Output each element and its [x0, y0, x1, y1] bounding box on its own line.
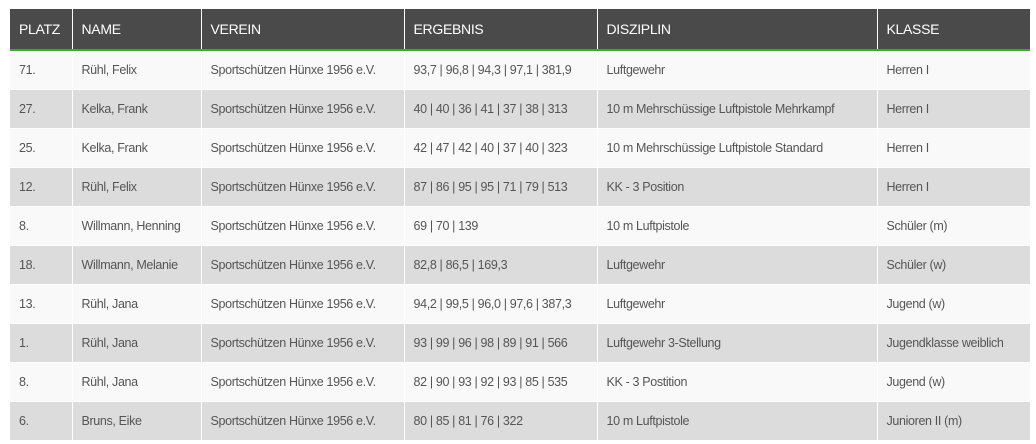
platz-cell: 12. — [10, 167, 73, 207]
name-cell: Kelka, Frank — [72, 89, 202, 129]
disziplin-cell: 10 m Luftpistole — [597, 401, 878, 440]
ergebnis-cell: 94,2 | 99,5 | 96,0 | 97,6 | 387,3 — [404, 284, 598, 324]
verein-cell: Sportschützen Hünxe 1956 e.V. — [201, 362, 405, 402]
platz-cell: 8. — [10, 206, 73, 246]
ergebnis-cell: 80 | 85 | 81 | 76 | 322 — [404, 401, 598, 440]
table-row: 8. Rühl, Jana Sportschützen Hünxe 1956 e.V… — [10, 362, 1030, 402]
ergebnis-cell: 42 | 47 | 42 | 40 | 37 | 40 | 323 — [404, 128, 598, 168]
klasse-cell: Herren I — [877, 128, 1030, 168]
klasse-cell: Jugendklasse weiblich — [877, 323, 1030, 363]
ergebnis-cell: 87 | 86 | 95 | 95 | 71 | 79 | 513 — [404, 167, 598, 207]
verein-cell: Sportschützen Hünxe 1956 e.V. — [201, 206, 405, 246]
name-cell: Rühl, Jana — [72, 362, 202, 402]
ergebnis-cell: 82 | 90 | 93 | 92 | 93 | 85 | 535 — [404, 362, 598, 402]
disziplin-cell: Luftgewehr — [597, 245, 878, 285]
platz-cell: 8. — [10, 362, 73, 402]
verein-cell: Sportschützen Hünxe 1956 e.V. — [201, 401, 405, 440]
results-body: 71. Rühl, Felix Sportschützen Hünxe 1956 e… — [10, 49, 1030, 440]
platz-cell: 71. — [10, 49, 73, 90]
header-verein[interactable]: VEREIN — [201, 9, 405, 51]
header-row: PLATZ NAME VEREIN ERGEBNIS DISZIPLIN KLA… — [10, 9, 1030, 51]
table-row: 12. Rühl, Felix Sportschützen Hünxe 1956 e… — [10, 167, 1030, 207]
table-row: 6. Bruns, Eike Sportschützen Hünxe 1956 e.… — [10, 401, 1030, 440]
verein-cell: Sportschützen Hünxe 1956 e.V. — [201, 284, 405, 324]
table-row: 25. Kelka, Frank Sportschützen Hünxe 1956 … — [10, 128, 1030, 168]
verein-cell: Sportschützen Hünxe 1956 e.V. — [201, 167, 405, 207]
klasse-cell: Schüler (m) — [877, 206, 1030, 246]
klasse-cell: Jugend (w) — [877, 362, 1030, 402]
platz-cell: 25. — [10, 128, 73, 168]
klasse-cell: Schüler (w) — [877, 245, 1030, 285]
header-disziplin[interactable]: DISZIPLIN — [597, 9, 878, 51]
platz-cell: 13. — [10, 284, 73, 324]
platz-cell: 1. — [10, 323, 73, 363]
verein-cell: Sportschützen Hünxe 1956 e.V. — [201, 323, 405, 363]
disziplin-cell: 10 m Mehrschüssige Luftpistole Mehrkampf — [597, 89, 878, 129]
table-row: 13. Rühl, Jana Sportschützen Hünxe 1956 e.… — [10, 284, 1030, 324]
table-row: 27. Kelka, Frank Sportschützen Hünxe 1956 … — [10, 89, 1030, 129]
disziplin-cell: 10 m Mehrschüssige Luftpistole Standard — [597, 128, 878, 168]
name-cell: Kelka, Frank — [72, 128, 202, 168]
platz-cell: 27. — [10, 89, 73, 129]
name-cell: Willmann, Henning — [72, 206, 202, 246]
results-table: PLATZ NAME VEREIN ERGEBNIS DISZIPLIN KLA… — [10, 9, 1030, 440]
verein-cell: Sportschützen Hünxe 1956 e.V. — [201, 89, 405, 129]
ergebnis-cell: 93,7 | 96,8 | 94,3 | 97,1 | 381,9 — [404, 49, 598, 90]
header-platz[interactable]: PLATZ — [10, 9, 73, 51]
verein-cell: Sportschützen Hünxe 1956 e.V. — [201, 49, 405, 90]
header-klasse[interactable]: KLASSE — [877, 9, 1030, 51]
disziplin-cell: Luftgewehr — [597, 49, 878, 90]
disziplin-cell: Luftgewehr — [597, 284, 878, 324]
name-cell: Rühl, Jana — [72, 284, 202, 324]
header-name[interactable]: NAME — [72, 9, 202, 51]
klasse-cell: Herren I — [877, 89, 1030, 129]
klasse-cell: Junioren II (m) — [877, 401, 1030, 440]
table-row: 71. Rühl, Felix Sportschützen Hünxe 1956 e… — [10, 49, 1030, 90]
disziplin-cell: KK - 3 Position — [597, 167, 878, 207]
name-cell: Rühl, Felix — [72, 49, 202, 90]
name-cell: Rühl, Felix — [72, 167, 202, 207]
klasse-cell: Jugend (w) — [877, 284, 1030, 324]
platz-cell: 6. — [10, 401, 73, 440]
name-cell: Bruns, Eike — [72, 401, 202, 440]
klasse-cell: Herren I — [877, 49, 1030, 90]
platz-cell: 18. — [10, 245, 73, 285]
disziplin-cell: Luftgewehr 3-Stellung — [597, 323, 878, 363]
name-cell: Willmann, Melanie — [72, 245, 202, 285]
ergebnis-cell: 69 | 70 | 139 — [404, 206, 598, 246]
disziplin-cell: KK - 3 Postition — [597, 362, 878, 402]
table-row: 1. Rühl, Jana Sportschützen Hünxe 1956 e.V… — [10, 323, 1030, 363]
table-row: 18. Willmann, Melanie Sportschützen Hünxe … — [10, 245, 1030, 285]
ergebnis-cell: 82,8 | 86,5 | 169,3 — [404, 245, 598, 285]
ergebnis-cell: 40 | 40 | 36 | 41 | 37 | 38 | 313 — [404, 89, 598, 129]
ergebnis-cell: 93 | 99 | 96 | 98 | 89 | 91 | 566 — [404, 323, 598, 363]
verein-cell: Sportschützen Hünxe 1956 e.V. — [201, 245, 405, 285]
verein-cell: Sportschützen Hünxe 1956 e.V. — [201, 128, 405, 168]
name-cell: Rühl, Jana — [72, 323, 202, 363]
table-row: 8. Willmann, Henning Sportschützen Hünxe 1… — [10, 206, 1030, 246]
disziplin-cell: 10 m Luftpistole — [597, 206, 878, 246]
header-ergebnis[interactable]: ERGEBNIS — [404, 9, 598, 51]
klasse-cell: Herren I — [877, 167, 1030, 207]
